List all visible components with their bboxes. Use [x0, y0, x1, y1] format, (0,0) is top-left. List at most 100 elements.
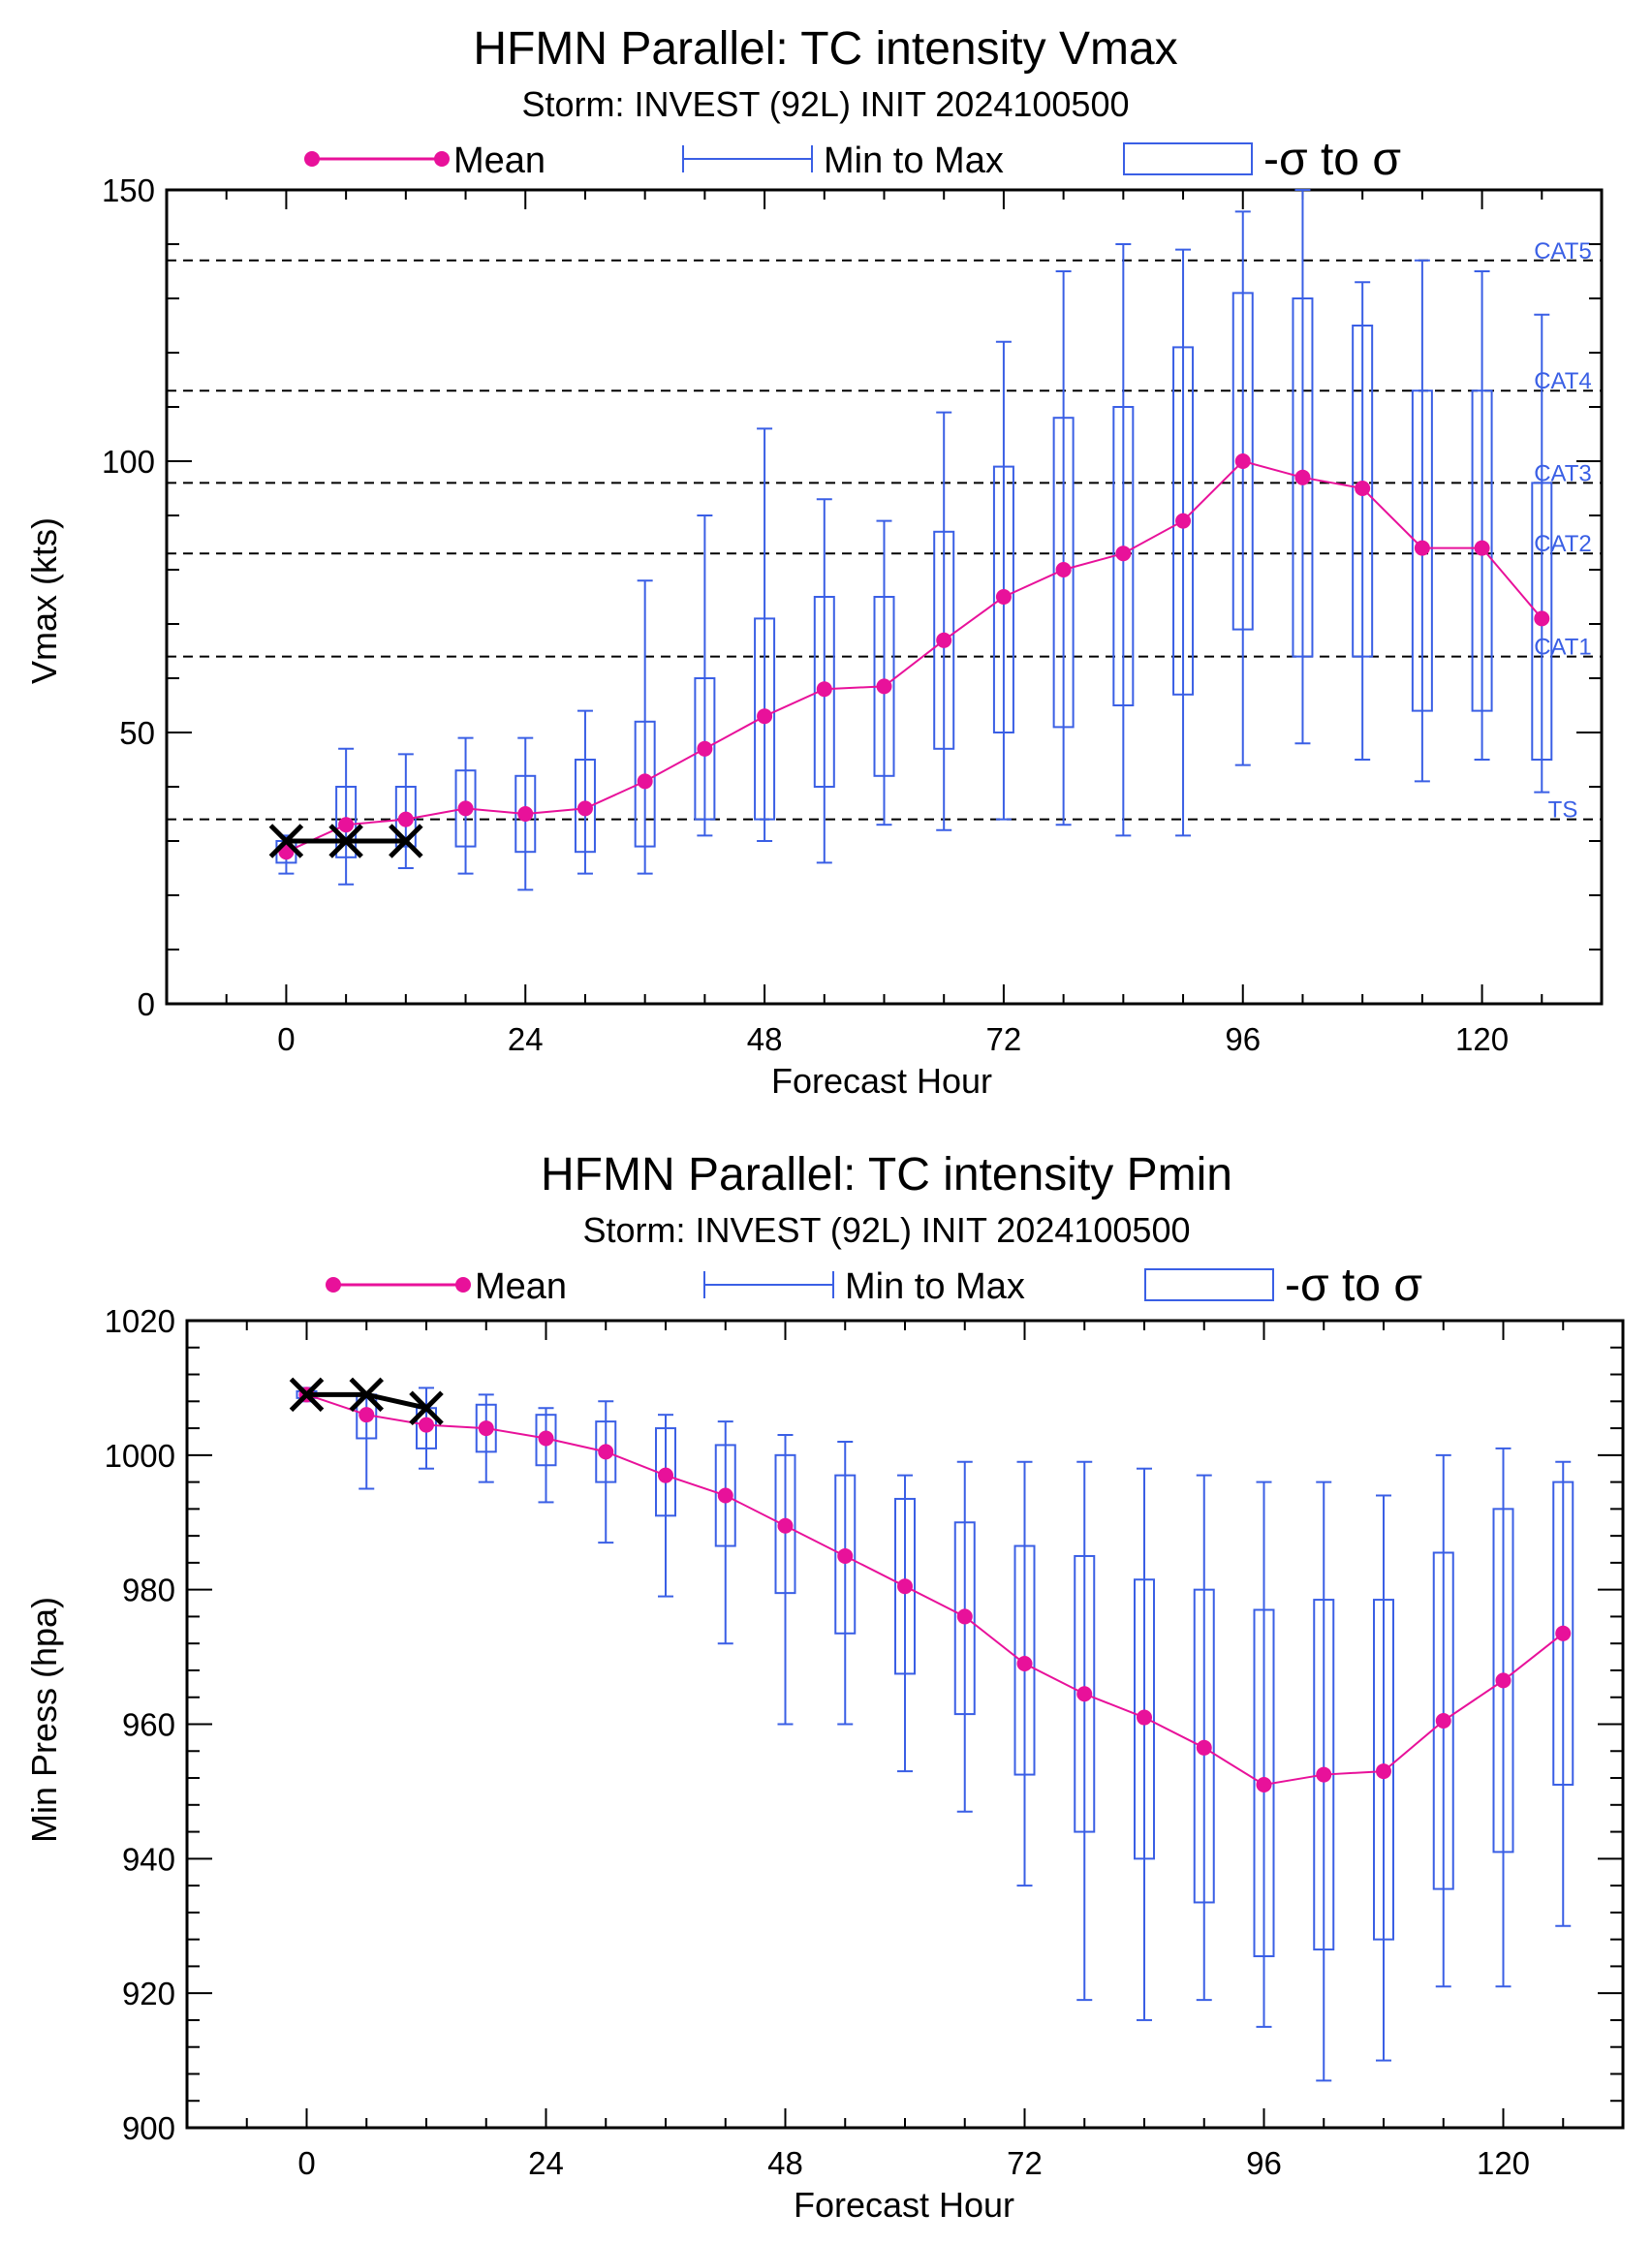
sigma-box	[1373, 1599, 1394, 1941]
mean-point	[1234, 453, 1251, 469]
x-axis-label: Forecast Hour	[794, 2185, 1014, 2225]
legend-minmax-symbol	[703, 1271, 834, 1298]
legend-sigma-symbol	[1123, 142, 1253, 175]
sigma-box	[1432, 1551, 1454, 1890]
y-axis-label: Min Press (hpa)	[24, 1597, 64, 1843]
x-tick-label: 0	[297, 2145, 315, 2181]
vmax-chart: HFMN Parallel: TC intensity Vmax Storm: …	[24, 23, 1604, 1101]
observed-marker	[328, 824, 363, 858]
sigma-box	[634, 720, 656, 848]
mean-point	[697, 740, 713, 757]
mean-point	[598, 1444, 614, 1460]
observed-marker	[268, 824, 304, 858]
mean-point	[1196, 1739, 1212, 1756]
sigma-box	[1552, 1480, 1574, 1786]
mean-point	[1016, 1656, 1033, 1672]
sigma-box	[335, 786, 358, 858]
sigma-box	[894, 1497, 916, 1675]
mean-point	[538, 1430, 554, 1447]
mean-point	[338, 817, 355, 833]
sigma-box	[1013, 1544, 1036, 1776]
threshold-label: CAT5	[1534, 238, 1592, 265]
x-tick-label: 24	[528, 2145, 564, 2181]
x-tick-label: 120	[1477, 2145, 1530, 2181]
sigma-box	[595, 1420, 617, 1483]
y-tick-label: 920	[122, 1976, 175, 2011]
observed-marker	[409, 1390, 444, 1426]
observed-marker	[289, 1377, 325, 1413]
mean-point	[995, 589, 1012, 605]
threshold-label: CAT2	[1534, 531, 1592, 557]
mean-point	[816, 681, 832, 698]
y-axis-label: Vmax (kts)	[24, 517, 64, 684]
sigma-box	[1052, 417, 1075, 729]
mean-point	[1115, 545, 1132, 562]
sigma-box	[933, 530, 955, 750]
sigma-box	[1292, 297, 1314, 658]
x-tick-label: 72	[986, 1021, 1022, 1057]
mean-point	[478, 1420, 494, 1437]
mean-point	[777, 1517, 794, 1534]
legend: Mean Min to Max -σ to σ	[326, 1260, 1422, 1311]
legend-minmax-label: Min to Max	[824, 140, 1004, 181]
mean-point	[897, 1578, 913, 1595]
mean-point	[1555, 1625, 1572, 1641]
mean-point	[1495, 1672, 1512, 1689]
legend-mean-label: Mean	[475, 1266, 567, 1307]
mean-point	[1256, 1776, 1272, 1792]
y-tick-label: 960	[122, 1707, 175, 1743]
mean-point	[1076, 1686, 1093, 1702]
chart-subtitle: Storm: INVEST (92L) INIT 2024100500	[522, 84, 1130, 124]
mean-point	[1355, 481, 1371, 496]
legend-mean-label: Mean	[453, 140, 545, 181]
mean-point	[457, 800, 474, 817]
legend-sigma-symbol	[1144, 1268, 1274, 1301]
x-tick-label: 96	[1225, 1021, 1261, 1057]
sigma-box	[1411, 390, 1433, 712]
y-tick-label: 900	[122, 2110, 175, 2146]
mean-point	[517, 806, 534, 822]
sigma-box	[574, 759, 596, 854]
legend-mean-symbol	[326, 1277, 471, 1293]
sigma-box	[992, 465, 1014, 733]
y-tick-label: 150	[102, 172, 155, 208]
legend-mean-symbol	[304, 151, 450, 167]
pmin-plot: 0 24 48 72 96 120 900 920 940 960 980 1000 1020	[105, 1303, 1625, 2181]
mean-point	[757, 708, 773, 725]
mean-point	[1055, 562, 1072, 577]
sigma-box	[1352, 325, 1374, 658]
legend-sigma-label: -σ to σ	[1263, 134, 1401, 185]
legend: Mean Min to Max -σ to σ	[304, 134, 1401, 185]
x-tick-label: 24	[508, 1021, 544, 1057]
chart-title: HFMN Parallel: TC intensity Vmax	[473, 23, 1177, 75]
legend-minmax-symbol	[682, 145, 813, 172]
y-tick-label: 1020	[105, 1303, 175, 1339]
threshold-label: TS	[1548, 797, 1578, 824]
mean-point	[876, 678, 892, 695]
sigma-box	[694, 677, 716, 821]
mean-point	[1316, 1766, 1332, 1783]
x-tick-label: 48	[747, 1021, 783, 1057]
mean-line	[306, 1393, 1564, 1787]
sigma-box	[714, 1444, 736, 1547]
mean-point	[717, 1487, 733, 1504]
legend-sigma-label: -σ to σ	[1285, 1260, 1422, 1311]
mean-point	[419, 1417, 434, 1433]
sigma-box	[1193, 1588, 1215, 1904]
mean-point	[936, 632, 952, 648]
y-tick-label: 50	[119, 715, 155, 751]
y-tick-label: 0	[138, 986, 155, 1022]
sigma-box	[1231, 292, 1254, 631]
legend-minmax-label: Min to Max	[845, 1266, 1025, 1307]
y-tick-label: 1000	[105, 1438, 175, 1474]
y-tick-label: 940	[122, 1841, 175, 1877]
pmin-chart: HFMN Parallel: TC intensity Pmin Storm: …	[24, 1149, 1625, 2225]
threshold-label: CAT4	[1534, 368, 1592, 394]
sigma-box	[834, 1474, 857, 1635]
sigma-box	[1531, 482, 1553, 761]
sigma-box	[1471, 390, 1493, 712]
x-tick-label: 48	[767, 2145, 803, 2181]
threshold-label: CAT1	[1534, 635, 1592, 661]
